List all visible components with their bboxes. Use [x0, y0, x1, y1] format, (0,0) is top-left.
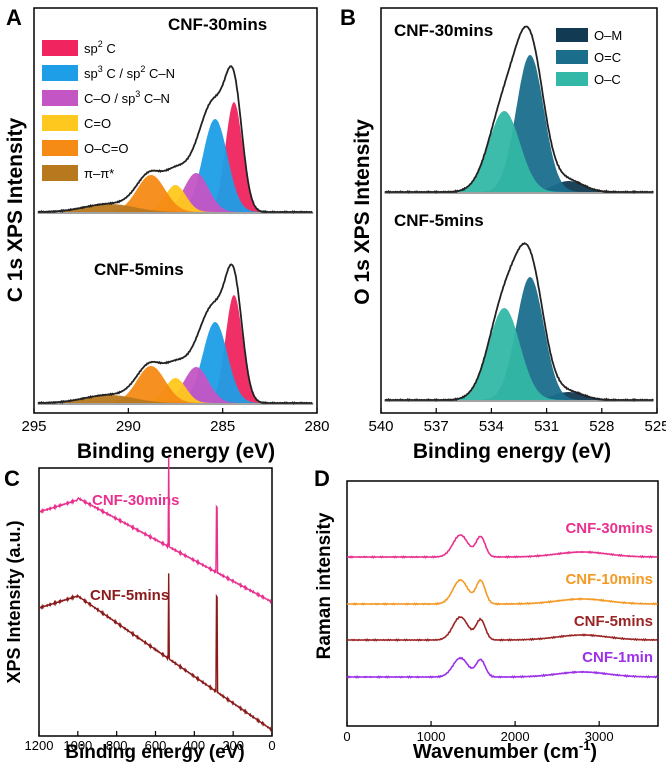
panel-b-xtick-label-2: 534	[479, 418, 504, 435]
panel-d-x-axis-title-sup: -1	[579, 738, 591, 753]
panel-d-label-cnf-1min: CNF-1min	[582, 649, 653, 666]
panel-a-legend-label-5: π–π*	[84, 166, 114, 181]
panel-a-legend-swatch-2	[42, 90, 78, 106]
panel-b-legend-label-2: O–C	[594, 72, 621, 87]
panel-a-y-axis-title: C 1s XPS Intensity	[4, 117, 27, 302]
panel-a-peak-3-spectrum-0	[43, 185, 308, 212]
panel-b-frame	[380, 7, 658, 414]
panel-c-xtick-label-2: 800	[106, 738, 128, 753]
panel-letter-d: D	[314, 466, 330, 491]
panel-d-y-axis-title: Raman intensity	[314, 512, 335, 659]
panel-b-xtick-label-5: 525	[644, 418, 666, 435]
panel-c-trace-cnf-30mins	[40, 457, 272, 605]
panel-d-x-axis-title-end: )	[590, 741, 597, 763]
panel-b-legend-swatch-1	[556, 50, 588, 64]
panel-a-peak-3-spectrum-1	[43, 378, 308, 403]
panel-a-legend-swatch-4	[42, 140, 78, 156]
panel-a-envelope-spectrum-0	[37, 65, 313, 214]
panel-c-label-cnf-5mins: CNF-5mins	[90, 587, 169, 604]
panel-a-peak-0-spectrum-0	[43, 102, 308, 212]
panel-b-envelope-spectrum-0	[384, 25, 654, 195]
panel-a-envelope-spectrum-1	[37, 263, 313, 405]
panel-c-trace-cnf-5mins	[40, 573, 272, 732]
panel-b-legend-label-1: O=C	[594, 50, 621, 65]
panel-a-legend-label-4: O–C=O	[84, 141, 128, 156]
panel-a-legend-swatch-5	[42, 165, 78, 181]
panel-c-y-axis-title: XPS Intensity (a.u.)	[4, 520, 24, 683]
panel-d-xtick-label-3: 3000	[585, 729, 614, 744]
panel-d-label-cnf-30mins: CNF-30mins	[565, 520, 653, 537]
panel-a-legend-swatch-3	[42, 115, 78, 131]
panel-d-raman: 0 1000 2000 3000 CNF-30mins CNF-10mins CNF-…	[314, 480, 659, 763]
panel-c-xtick-label-6: 0	[268, 738, 275, 753]
panel-c-x-axis-title: Binding energy (eV)	[65, 742, 244, 763]
panel-letter-b: B	[340, 5, 356, 30]
panel-d-trace-3	[346, 656, 659, 679]
panel-d-x-axis-title: Wavenumber (cm-1)	[413, 738, 597, 763]
panel-d-x-axis-title-main: Wavenumber (cm	[413, 741, 579, 763]
panel-a-legend-label-0: sp2 C	[84, 39, 116, 56]
panel-a-xtick-label-0: 295	[21, 418, 46, 435]
panel-b-o1s-xps: O–MO=CO–C 540 537 534 531 528 525 CNF-30mins …	[351, 7, 666, 463]
panel-d-xtick-label-2: 2000	[501, 729, 530, 744]
panel-b-xtick-label-0: 540	[368, 418, 393, 435]
panel-a-xtick-label-3: 280	[304, 418, 329, 435]
panel-d-trace-1	[346, 578, 658, 606]
panel-c-xtick-label-3: 600	[145, 738, 167, 753]
panel-b-xtick-label-1: 537	[424, 418, 449, 435]
panel-c-xtick-label-4: 400	[183, 738, 205, 753]
panel-c-xtick-label-5: 200	[222, 738, 244, 753]
panel-b-peak-2-spectrum-1	[390, 308, 648, 400]
panel-a-frame	[33, 7, 318, 414]
panel-a-legend-label-1: sp3 C / sp2 C–N	[84, 64, 175, 81]
panel-a-c1s-xps: sp2 C sp3 C / sp2 C–N C–O / sp3 C–N C=O O–C=…	[4, 7, 330, 463]
panel-b-y-axis-title: O 1s XPS Intensity	[351, 119, 374, 305]
panel-c-label-cnf-30mins: CNF-30mins	[92, 492, 180, 509]
panel-d-trace-0	[346, 534, 658, 559]
panel-d-trace-2	[346, 616, 659, 642]
panel-b-peak-0-spectrum-1	[390, 392, 648, 400]
panel-d-xtick-label-1: 1000	[417, 729, 446, 744]
panel-a-top-sample-label: CNF-30mins	[168, 15, 267, 34]
panel-a-peak-4-spectrum-0	[43, 175, 308, 212]
panel-b-x-axis-title: Binding energy (eV)	[413, 440, 611, 463]
panel-letter-c: C	[4, 466, 20, 491]
panel-b-legend-swatch-2	[556, 72, 588, 86]
panel-d-label-cnf-5mins: CNF-5mins	[574, 613, 653, 630]
panel-b-top-sample-label: CNF-30mins	[394, 21, 493, 40]
panel-letter-a: A	[6, 5, 22, 30]
panel-d-xtick-label-0: 0	[343, 729, 350, 744]
panel-c-survey-xps: 1200 1000 800 600 400 200 0 CNF-30mins CNF-5mi…	[4, 457, 276, 763]
panel-a-legend-label-3: C=O	[84, 116, 111, 131]
panel-a-peak-5-spectrum-1	[43, 395, 308, 403]
panel-a-xtick-label-2: 285	[210, 418, 235, 435]
panel-c-xtick-label-1: 1000	[63, 738, 92, 753]
panel-a-legend-swatch-0	[42, 40, 78, 56]
panel-b-peak-0-spectrum-0	[390, 181, 648, 192]
panel-a-xtick-label-1: 290	[116, 418, 141, 435]
panel-b-envelope-spectrum-1	[384, 242, 654, 403]
panel-b-legend-swatch-0	[556, 28, 588, 42]
panel-a-peak-5-spectrum-0	[43, 204, 308, 212]
panel-b-legend-label-0: O–M	[594, 28, 622, 43]
panel-b-peak-1-spectrum-0	[390, 55, 648, 192]
panel-b-bottom-sample-label: CNF-5mins	[394, 211, 484, 230]
panel-a-legend-label-2: C–O / sp3 C–N	[84, 89, 170, 106]
panel-a-x-axis-title: Binding energy (eV)	[77, 440, 275, 463]
panel-a-legend-swatch-1	[42, 65, 78, 81]
panel-a-bottom-sample-label: CNF-5mins	[94, 260, 184, 279]
panel-b-peak-1-spectrum-1	[390, 277, 648, 400]
panel-c-xtick-label-0: 1200	[25, 738, 54, 753]
panel-a-peak-4-spectrum-1	[43, 366, 308, 403]
panel-b-peak-2-spectrum-0	[390, 111, 648, 192]
panel-a-peak-0-spectrum-1	[43, 295, 308, 403]
panel-d-label-cnf-10mins: CNF-10mins	[565, 571, 653, 588]
panel-b-xtick-label-3: 531	[534, 418, 559, 435]
panel-b-xtick-label-4: 528	[589, 418, 614, 435]
